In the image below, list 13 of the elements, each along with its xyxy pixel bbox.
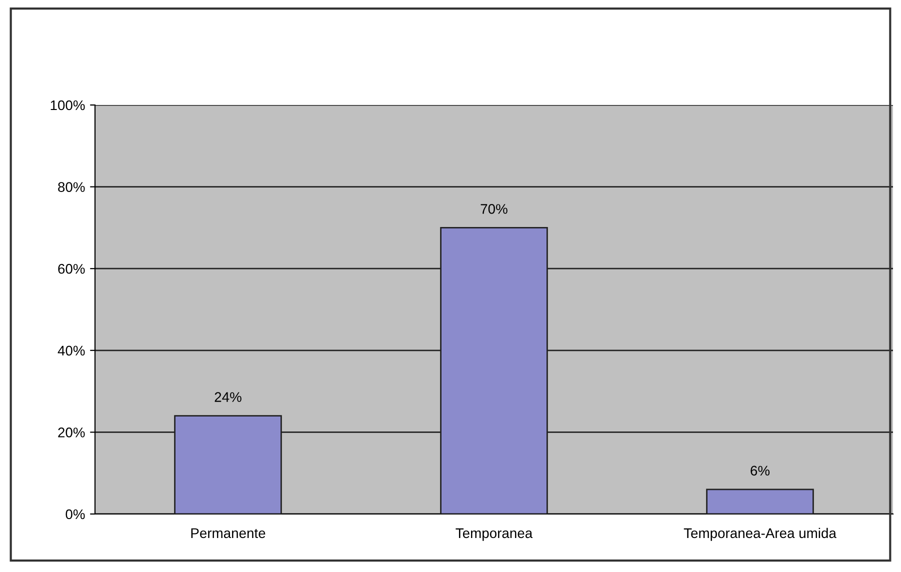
y-tick-label: 80% [58, 182, 85, 192]
data-label: 24% [214, 392, 242, 402]
y-tick-label: 100% [50, 100, 85, 110]
y-tick-label: 40% [58, 346, 85, 356]
data-label: 70% [480, 204, 508, 214]
x-tick-label: Permanente [191, 528, 266, 538]
bar [706, 488, 814, 514]
y-tick-label: 0% [66, 509, 85, 520]
x-tick-label: Temporanea [456, 528, 533, 541]
data-label: 6% [750, 466, 770, 476]
x-tick-label: Temporanea-Area umida [684, 528, 836, 541]
y-tick-label: 20% [58, 428, 85, 438]
y-tick-label: 60% [58, 264, 85, 274]
